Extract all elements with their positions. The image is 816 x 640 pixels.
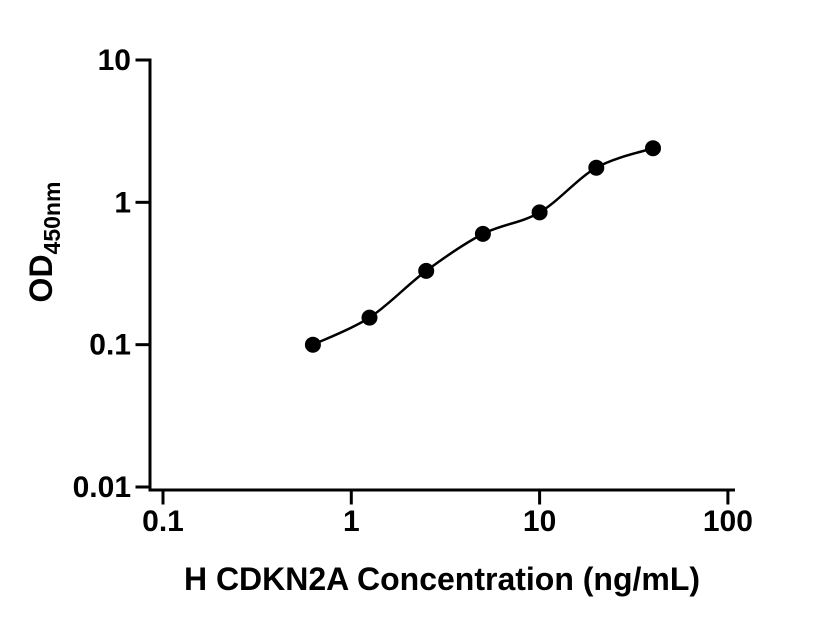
y-tick-label: 1 xyxy=(114,186,131,219)
x-tick-label: 1 xyxy=(343,505,360,538)
svg-text:OD450nm: OD450nm xyxy=(23,182,65,303)
y-tick-label: 0.01 xyxy=(73,471,131,504)
x-tick-label: 0.1 xyxy=(142,505,184,538)
data-point xyxy=(474,225,491,242)
axes xyxy=(148,58,735,492)
axis-ticks xyxy=(135,58,730,505)
y-axis-title-subscript: 450nm xyxy=(39,182,65,255)
data-point xyxy=(304,336,321,353)
data-point xyxy=(531,204,548,221)
data-points xyxy=(304,140,661,353)
y-axis-title: OD450nm xyxy=(23,182,65,303)
x-tick-label: 10 xyxy=(523,505,556,538)
x-axis-title: H CDKN2A Concentration (ng/mL) xyxy=(184,561,700,597)
y-tick-label: 10 xyxy=(98,44,131,77)
y-axis-title-main: OD xyxy=(23,254,59,302)
data-point xyxy=(418,262,435,279)
axis-tick-labels: 0.1 1 10 100 0.01 0.1 1 10 xyxy=(73,44,753,538)
data-point xyxy=(588,159,605,176)
data-point xyxy=(361,309,378,326)
y-tick-label: 0.1 xyxy=(89,329,131,362)
x-tick-label: 100 xyxy=(703,505,753,538)
data-point xyxy=(645,140,661,157)
